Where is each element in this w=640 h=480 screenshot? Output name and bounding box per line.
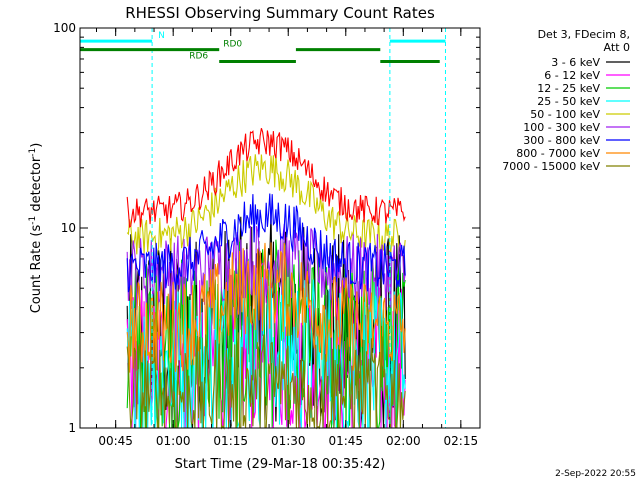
- x-axis-label: Start Time (29-Mar-18 00:35:42): [175, 457, 386, 472]
- legend-header-0: Det 3, FDecim 8,: [538, 28, 630, 41]
- x-tick-label-1: 01:00: [156, 434, 191, 448]
- legend-label-3: 25 - 50 keV: [537, 95, 600, 108]
- x-tick-label-4: 01:45: [328, 434, 363, 448]
- y-tick-label-2: 100: [53, 21, 76, 35]
- series-4: [126, 153, 406, 256]
- series-line-7: [126, 242, 406, 373]
- series-6: [126, 193, 406, 293]
- y-axis-label-sup-2: -1: [28, 148, 38, 157]
- x-tick-label-6: 02:15: [444, 434, 479, 448]
- x-tick-label-5: 02:00: [386, 434, 421, 448]
- bar-label-RD0: RD0: [223, 40, 242, 50]
- series-7: [126, 242, 406, 373]
- series-line-5: [126, 223, 406, 311]
- series-5: [126, 223, 406, 311]
- axes: 1 10 100 00:45 01:00 01:15 01:30 01:45 02:00 02:1…: [53, 21, 481, 448]
- y-axis-label-tail: detector: [29, 156, 44, 216]
- legend-label-6: 300 - 800 keV: [523, 134, 600, 147]
- y-axis-label-end: ): [29, 143, 44, 148]
- legend-label-2: 12 - 25 keV: [537, 82, 600, 95]
- y-tick-label-0: 1: [68, 421, 76, 435]
- x-tick-label-0: 00:45: [98, 434, 133, 448]
- y-axis-label-main: Count Rate (s: [29, 225, 44, 314]
- legend-label-0: 3 - 6 keV: [551, 56, 600, 69]
- plot-area: N RD0 RD6: [80, 28, 480, 430]
- series-line-9: [126, 128, 406, 229]
- bar-label-N: N: [158, 31, 165, 41]
- x-tick-label-2: 01:15: [213, 434, 248, 448]
- chart-title: RHESSI Observing Summary Count Rates: [125, 4, 435, 22]
- series-line-6: [126, 193, 406, 293]
- legend-header-1: Att 0: [604, 41, 630, 54]
- y-axis-label-sup: -1: [28, 216, 38, 225]
- bar-label-RD6: RD6: [189, 51, 208, 61]
- legend-label-5: 100 - 300 keV: [523, 121, 600, 134]
- legend-label-8: 7000 - 15000 keV: [502, 160, 600, 173]
- series-9: [126, 128, 406, 229]
- date-stamp: 2-Sep-2022 20:55: [555, 469, 636, 479]
- legend-label-1: 6 - 12 keV: [544, 69, 600, 82]
- y-axis-label: Count Rate (s-1 detector-1): [28, 143, 44, 314]
- x-tick-label-3: 01:30: [271, 434, 306, 448]
- series-line-4: [126, 153, 406, 256]
- legend-label-7: 800 - 7000 keV: [516, 147, 600, 160]
- y-tick-label-1: 10: [61, 221, 76, 235]
- legend-label-4: 50 - 100 keV: [530, 108, 600, 121]
